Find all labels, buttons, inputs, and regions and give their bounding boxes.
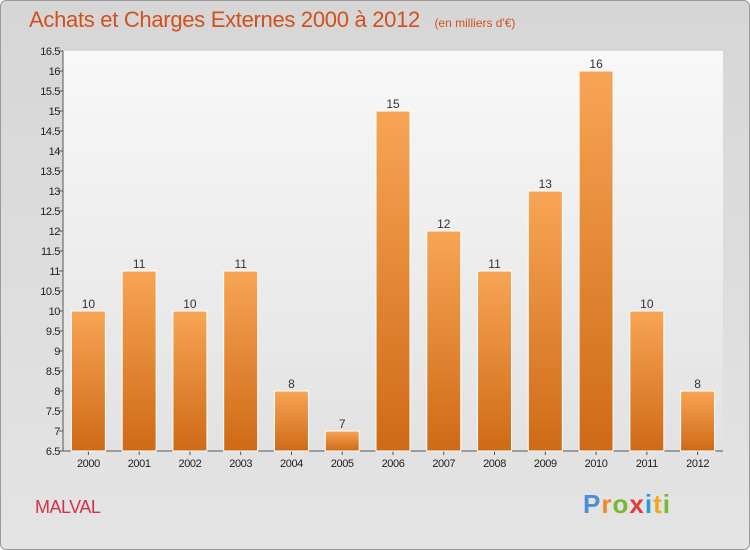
bar-2009 — [527, 190, 563, 452]
x-tick-label-2012: 2012 — [686, 458, 709, 470]
value-label-2006: 15 — [386, 97, 400, 111]
x-tick-label-2002: 2002 — [178, 458, 201, 470]
bar-2007 — [426, 230, 462, 452]
y-tick-label: 14 — [49, 146, 61, 158]
title-block: Achats et Charges Externes 2000 à 2012 (… — [29, 7, 515, 33]
x-tick-label-2011: 2011 — [636, 458, 658, 470]
value-label-2009: 13 — [539, 177, 553, 191]
bar-2011 — [629, 310, 665, 452]
proxiti-logo: Proxiti — [583, 489, 671, 519]
x-tick-label-2007: 2007 — [432, 458, 455, 470]
bars — [70, 70, 716, 452]
x-tick-label-2008: 2008 — [483, 458, 506, 470]
x-tick-label-2003: 2003 — [229, 458, 252, 470]
value-label-2002: 10 — [183, 297, 197, 311]
y-tick-label: 14.5 — [40, 126, 60, 138]
value-label-2012: 8 — [694, 377, 701, 391]
bar-2006 — [375, 110, 411, 452]
chart-title: Achats et Charges Externes 2000 à 2012 — [29, 7, 420, 32]
commune-name: MALVAL — [35, 497, 101, 517]
y-tick-label: 9 — [54, 346, 60, 358]
y-tick-label: 9.5 — [46, 326, 60, 338]
y-tick-label: 10.5 — [40, 286, 60, 298]
y-tick-label: 6.5 — [46, 446, 60, 458]
x-tick-label-2001: 2001 — [128, 458, 151, 470]
value-label-2007: 12 — [437, 217, 451, 231]
y-tick-label: 12.5 — [40, 206, 60, 218]
y-tick-label: 11 — [49, 266, 60, 278]
y-tick-label: 12 — [49, 226, 61, 238]
value-label-2005: 7 — [339, 417, 346, 431]
bar-2001 — [121, 270, 157, 452]
bar-2000 — [70, 310, 106, 452]
value-label-2008: 11 — [488, 257, 501, 271]
value-label-2003: 11 — [234, 257, 247, 271]
y-tick-label: 15.5 — [40, 86, 60, 98]
bar-2004 — [273, 390, 309, 452]
bar-2005 — [324, 430, 360, 452]
bar-2012 — [680, 390, 716, 452]
value-label-2001: 11 — [133, 257, 146, 271]
y-tick-label: 13 — [49, 186, 61, 198]
value-label-2011: 10 — [640, 297, 654, 311]
value-label-2004: 8 — [288, 377, 295, 391]
x-tick-label-2004: 2004 — [280, 458, 303, 470]
y-tick-label: 13.5 — [40, 166, 60, 178]
y-tick-label: 10 — [49, 306, 61, 318]
value-label-2000: 10 — [82, 297, 96, 311]
x-tick-label-2010: 2010 — [585, 458, 608, 470]
y-tick-label: 7.5 — [46, 406, 60, 418]
y-tick-label: 11.5 — [41, 246, 60, 258]
value-label-2010: 16 — [589, 57, 603, 71]
x-tick-label-2009: 2009 — [534, 458, 557, 470]
bar-2002 — [172, 310, 208, 452]
x-tick-label-2006: 2006 — [382, 458, 405, 470]
y-tick-label: 8 — [54, 386, 60, 398]
y-tick-label: 15 — [49, 106, 61, 118]
y-tick-label: 8.5 — [46, 366, 60, 378]
x-axis: 2000 2001 2002 2003 2004 2005 2006 2007 2008 2009… — [63, 450, 723, 470]
chart-subtitle: (en milliers d'€) — [434, 16, 516, 30]
bar-2003 — [223, 270, 259, 452]
bar-2008 — [477, 270, 513, 452]
x-tick-label-2005: 2005 — [331, 458, 354, 470]
y-tick-label: 7 — [54, 426, 60, 438]
y-tick-label: 16.5 — [40, 46, 60, 58]
y-axis: 6.5 7 7.5 8 8.5 9 9.5 10 10.5 11 11.5 12 12.5 13 13.5 1… — [40, 46, 64, 458]
bar-2010 — [578, 70, 614, 452]
y-tick-label: 16 — [49, 66, 61, 78]
x-tick-label-2000: 2000 — [77, 458, 100, 470]
value-labels: 10 11 10 11 8 7 15 12 11 13 16 10 8 — [82, 57, 702, 431]
